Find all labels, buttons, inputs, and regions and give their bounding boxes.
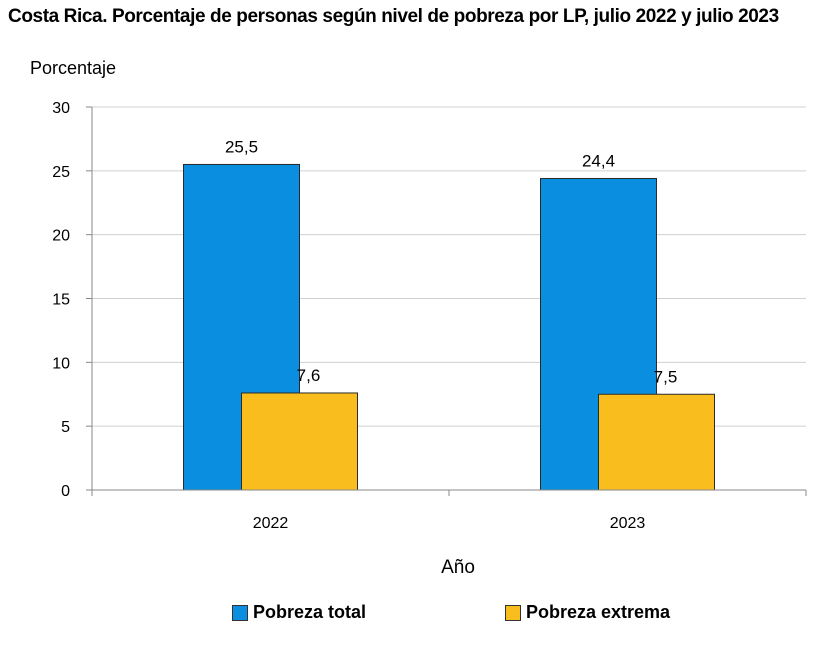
legend-label-pobreza-extrema: Pobreza extrema (526, 602, 671, 622)
y-tick-label-5: 5 (61, 419, 70, 436)
legend-item-pobreza-extrema: Pobreza extrema (505, 602, 670, 623)
bar-pobreza-extrema-2023 (598, 393, 715, 491)
labels: 2022 25,5 7,6 2023 24,4 7,5 (225, 137, 677, 532)
x-axis-label: Año (441, 557, 475, 578)
y-tick-label-25: 25 (52, 164, 70, 181)
y-axis-label: Porcentaje (30, 58, 117, 78)
y-tick-label-30: 30 (52, 100, 70, 117)
data-label-pobreza-total-2023: 24,4 (582, 151, 615, 170)
bar-pobreza-extrema-2022 (241, 392, 358, 491)
bars (183, 163, 715, 491)
y-tick-label-10: 10 (52, 355, 70, 372)
data-label-pobreza-total-2022: 25,5 (225, 137, 258, 156)
legend-swatch-pobreza-extrema (505, 604, 521, 621)
legend-item-pobreza-total: Pobreza total (232, 602, 366, 623)
legend: Pobreza total Pobreza extrema (0, 602, 836, 628)
y-tick-label-0: 0 (61, 483, 70, 500)
bar-chart: 0 5 10 15 20 25 30 2022 25,5 7,6 2023 24,4 7,5 (52, 100, 807, 532)
axes: 0 5 10 15 20 25 30 (52, 100, 807, 500)
y-tick-label-15: 15 (52, 292, 70, 309)
data-label-pobreza-extrema-2022: 7,6 (297, 366, 321, 385)
x-tick-label-2023: 2023 (610, 515, 646, 532)
y-tick-label-20: 20 (52, 228, 70, 245)
legend-label-pobreza-total: Pobreza total (253, 602, 367, 622)
x-tick-label-2022: 2022 (253, 515, 289, 532)
data-label-pobreza-extrema-2023: 7,5 (654, 367, 678, 386)
chart-title: Costa Rica. Porcentaje de personas según… (8, 6, 779, 27)
legend-swatch-pobreza-total (232, 604, 248, 621)
